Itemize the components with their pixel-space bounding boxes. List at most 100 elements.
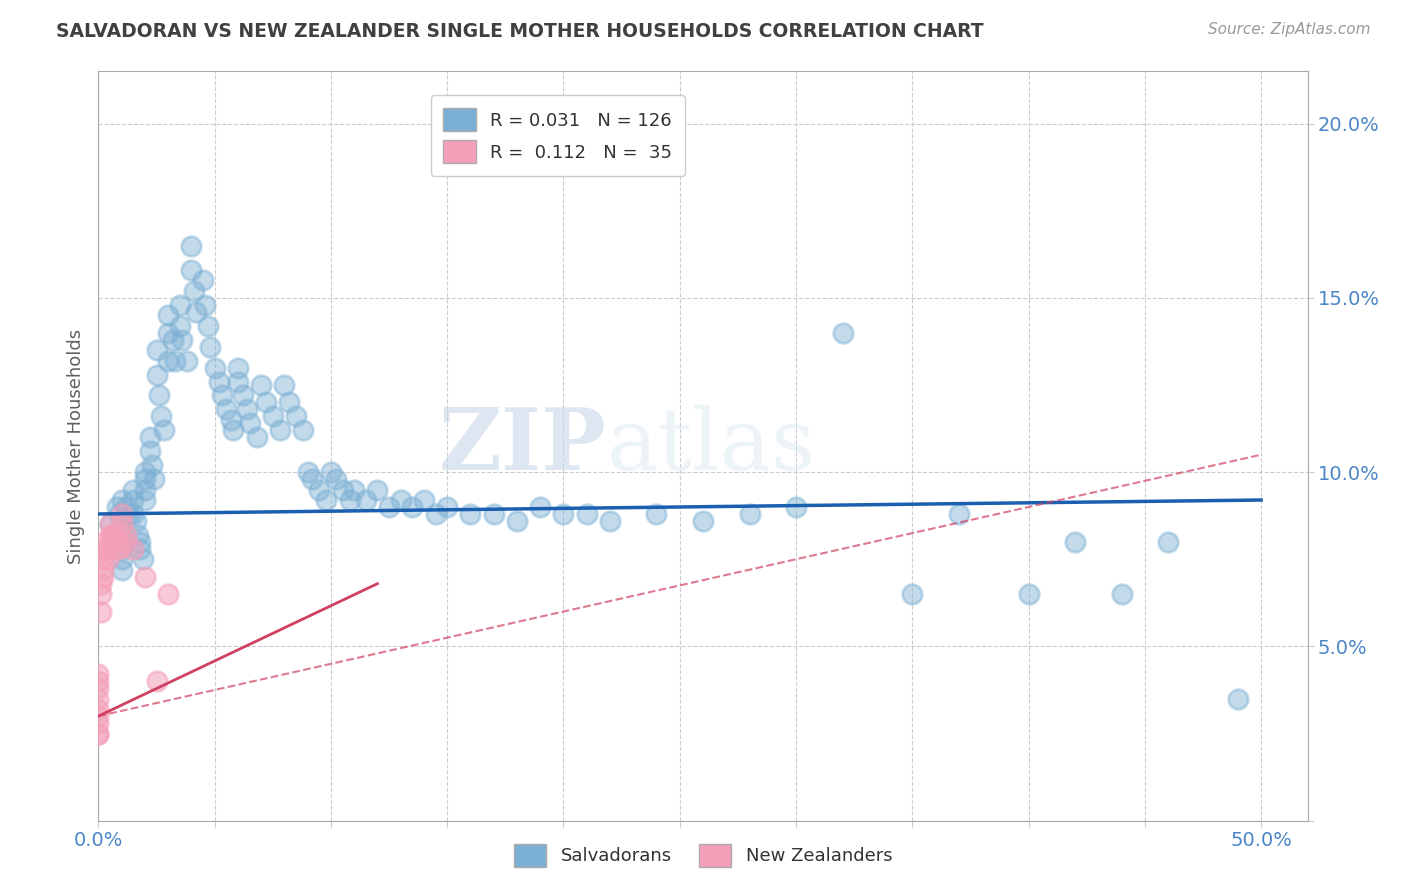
Point — [482, 507, 505, 521]
Legend: Salvadorans, New Zealanders: Salvadorans, New Zealanders — [506, 837, 900, 874]
Point — [134, 493, 156, 508]
Point — [239, 417, 262, 431]
Point — [157, 353, 180, 368]
Point — [111, 507, 134, 521]
Point — [529, 500, 551, 514]
Point — [184, 305, 207, 319]
Point — [1064, 534, 1087, 549]
Point — [105, 528, 128, 542]
Point — [98, 517, 121, 532]
Point — [91, 570, 114, 584]
Point — [273, 378, 295, 392]
Point — [111, 552, 134, 566]
Text: atlas: atlas — [606, 404, 815, 488]
Point — [1157, 534, 1180, 549]
Point — [215, 402, 238, 417]
Point — [150, 409, 173, 424]
Point — [101, 534, 124, 549]
Point — [343, 483, 366, 497]
Point — [115, 500, 138, 514]
Point — [366, 483, 388, 497]
Point — [425, 507, 447, 521]
Point — [339, 493, 361, 508]
Point — [138, 430, 160, 444]
Point — [692, 514, 714, 528]
Point — [91, 563, 114, 577]
Point — [138, 444, 160, 458]
Point — [111, 493, 134, 508]
Point — [87, 667, 110, 681]
Point — [127, 528, 149, 542]
Point — [301, 472, 323, 486]
Point — [1018, 587, 1040, 601]
Point — [111, 534, 134, 549]
Point — [97, 552, 120, 566]
Point — [145, 343, 167, 358]
Point — [197, 318, 219, 333]
Point — [183, 284, 205, 298]
Point — [169, 298, 191, 312]
Point — [378, 500, 401, 514]
Point — [111, 528, 134, 542]
Point — [901, 587, 924, 601]
Point — [599, 514, 621, 528]
Point — [172, 333, 194, 347]
Text: Source: ZipAtlas.com: Source: ZipAtlas.com — [1208, 22, 1371, 37]
Point — [1226, 691, 1249, 706]
Point — [332, 483, 354, 497]
Point — [315, 493, 337, 508]
Point — [194, 298, 217, 312]
Point — [292, 423, 315, 437]
Point — [145, 368, 167, 382]
Point — [506, 514, 529, 528]
Point — [134, 465, 156, 479]
Point — [254, 395, 277, 409]
Point — [180, 238, 202, 252]
Point — [90, 576, 112, 591]
Point — [165, 353, 187, 368]
Legend: R = 0.031   N = 126, R =  0.112   N =  35: R = 0.031 N = 126, R = 0.112 N = 35 — [430, 95, 685, 176]
Point — [101, 528, 124, 542]
Point — [111, 563, 134, 577]
Point — [90, 605, 112, 619]
Point — [948, 507, 970, 521]
Point — [91, 552, 114, 566]
Point — [122, 507, 145, 521]
Point — [148, 388, 170, 402]
Point — [111, 541, 134, 556]
Point — [122, 541, 145, 556]
Point — [87, 726, 110, 740]
Point — [122, 493, 145, 508]
Point — [389, 493, 412, 508]
Point — [98, 528, 121, 542]
Point — [122, 483, 145, 497]
Point — [111, 514, 134, 528]
Point — [1111, 587, 1133, 601]
Point — [180, 263, 202, 277]
Point — [645, 507, 668, 521]
Point — [169, 318, 191, 333]
Point — [87, 681, 110, 696]
Text: SALVADORAN VS NEW ZEALANDER SINGLE MOTHER HOUSEHOLDS CORRELATION CHART: SALVADORAN VS NEW ZEALANDER SINGLE MOTHE… — [56, 22, 984, 41]
Point — [162, 333, 184, 347]
Point — [157, 308, 180, 322]
Point — [157, 587, 180, 601]
Point — [198, 340, 221, 354]
Point — [141, 458, 163, 472]
Point — [145, 674, 167, 689]
Text: ZIP: ZIP — [439, 404, 606, 488]
Point — [308, 483, 330, 497]
Point — [204, 360, 226, 375]
Point — [226, 375, 249, 389]
Point — [354, 493, 377, 508]
Point — [87, 709, 110, 723]
Point — [208, 375, 231, 389]
Point — [115, 534, 138, 549]
Point — [105, 500, 128, 514]
Point — [134, 483, 156, 497]
Point — [553, 507, 575, 521]
Point — [460, 507, 482, 521]
Point — [325, 472, 347, 486]
Point — [129, 541, 152, 556]
Point — [297, 465, 319, 479]
